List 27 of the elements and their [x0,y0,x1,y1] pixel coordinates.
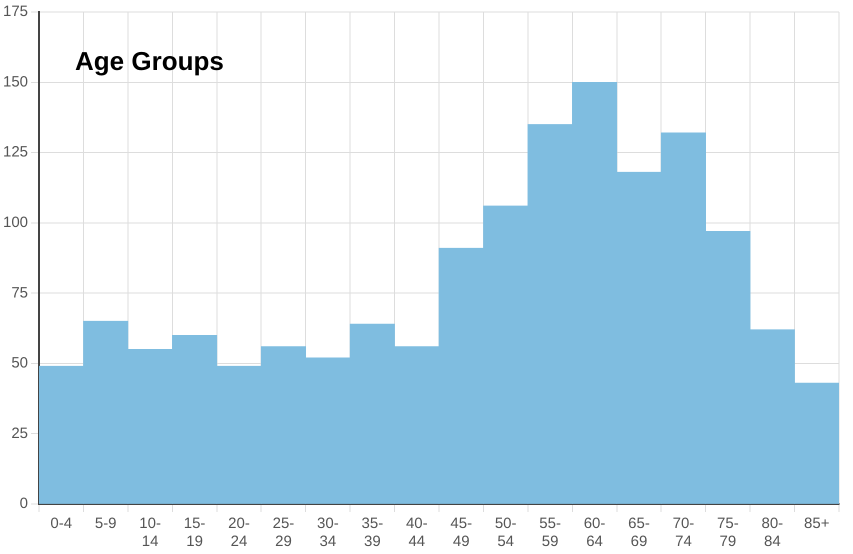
x-tick-label: 75-79 [717,515,739,550]
y-tick-label: 75 [11,284,28,302]
y-tick-label: 175 [2,3,28,20]
y-tick-label: 100 [2,214,28,231]
x-tick-label: 60-64 [584,515,606,550]
x-tick-label: 50-54 [494,515,517,550]
text: Age Groups [75,46,224,76]
x-tick-label: 35-39 [362,515,384,550]
x-tick-label: 55-59 [539,515,561,550]
x-tick-label: 15-19 [184,515,206,550]
x-tick-label: 10-14 [139,515,161,550]
x-tick-label: 20-24 [228,515,250,550]
x-tick-label: 65-69 [628,515,650,550]
x-tick-label: 0-4 [50,515,72,532]
x-tick-label: 30-34 [317,515,339,550]
y-tick-label: 150 [2,73,28,90]
y-tick-label: 125 [2,144,28,161]
x-tick-label: 25-29 [272,515,294,550]
x-tick-label: 40-44 [406,515,428,550]
y-tick-label: 50 [11,354,28,372]
x-tick-label: 70-74 [672,515,694,550]
y-tick-label: 25 [11,424,28,442]
x-tick-label: 80-84 [761,515,784,550]
y-tick-label: 0 [20,495,28,512]
x-tick-label: 5-9 [94,515,117,532]
x-tick-label: 45-49 [450,515,472,550]
x-tick-label: 85+ [804,515,830,532]
